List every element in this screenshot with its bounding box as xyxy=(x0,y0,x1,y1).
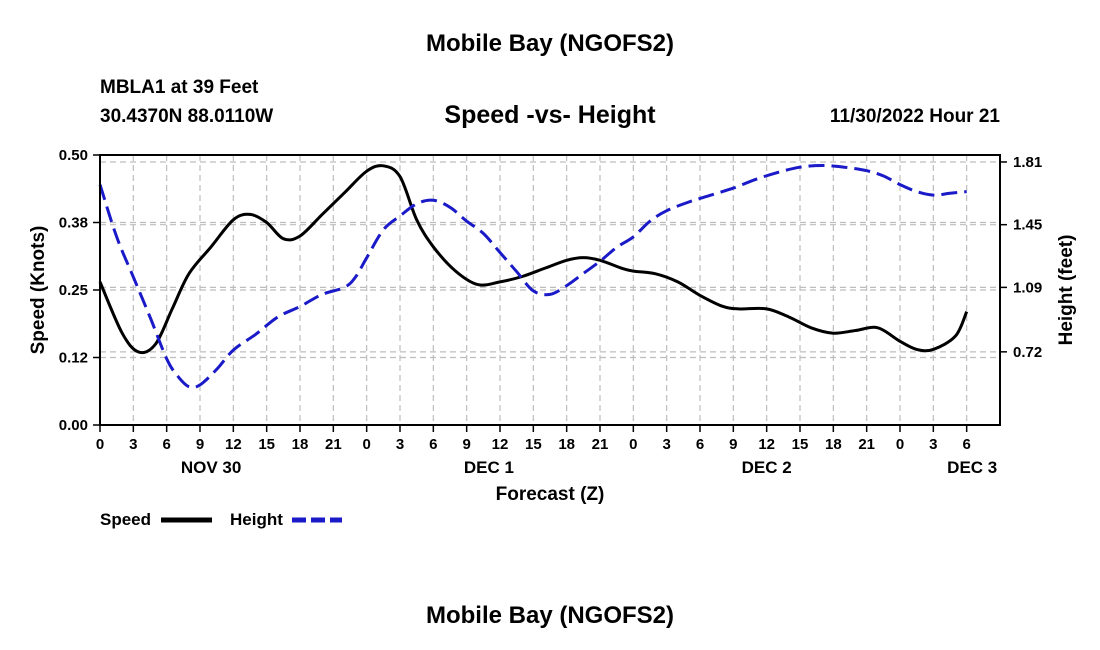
x-tick-label: 0 xyxy=(96,436,104,453)
series-layer xyxy=(98,164,969,390)
x-tick-label: 15 xyxy=(792,436,809,453)
x-day-label: DEC 2 xyxy=(742,458,792,477)
x-tick-label: 12 xyxy=(225,436,242,453)
y-right-tick-label: 1.45 xyxy=(1013,217,1042,234)
y-left-tick-label: 0.25 xyxy=(59,282,88,299)
y-axis-left-label: Speed (Knots) xyxy=(28,226,49,355)
x-tick-label: 9 xyxy=(462,436,470,453)
legend-height-label: Height xyxy=(230,510,283,529)
x-tick-label: 18 xyxy=(292,436,309,453)
legend: Speed Height xyxy=(100,510,342,529)
x-day-label: NOV 30 xyxy=(181,458,241,477)
station-coords: 30.4370N 88.0110W xyxy=(100,106,274,127)
y-right-tick-label: 0.72 xyxy=(1013,344,1042,361)
x-tick-label: 0 xyxy=(362,436,370,453)
x-tick-label: 6 xyxy=(429,436,437,453)
x-tick-label: 0 xyxy=(629,436,637,453)
x-tick-label: 6 xyxy=(962,436,970,453)
y-left-tick-label: 0.12 xyxy=(59,350,88,367)
x-tick-label: 21 xyxy=(325,436,342,453)
y-left-tick-label: 0.00 xyxy=(59,417,88,434)
x-tick-label: 9 xyxy=(729,436,737,453)
y-right-tick-label: 1.81 xyxy=(1013,154,1042,171)
x-tick-label: 3 xyxy=(129,436,137,453)
x-tick-label: 0 xyxy=(896,436,904,453)
x-tick-label: 3 xyxy=(662,436,670,453)
x-tick-label: 12 xyxy=(758,436,775,453)
forecast-datetime: 11/30/2022 Hour 21 xyxy=(829,106,1000,127)
x-tick-label: 18 xyxy=(558,436,575,453)
legend-speed-label: Speed xyxy=(100,510,151,529)
x-day-label: DEC 1 xyxy=(464,458,514,477)
main-title: Mobile Bay (NGOFS2) xyxy=(425,30,675,57)
x-tick-label: 3 xyxy=(929,436,937,453)
series-line-height xyxy=(98,164,967,390)
y-left-tick-label: 0.50 xyxy=(59,147,88,164)
x-tick-label: 9 xyxy=(196,436,204,453)
x-tick-label: 21 xyxy=(858,436,875,453)
y-axis-right-label: Height (feet) xyxy=(1056,235,1077,346)
x-tick-label: 3 xyxy=(396,436,404,453)
x-tick-label: 6 xyxy=(696,436,704,453)
grid-layer xyxy=(100,154,1000,425)
x-tick-label: 15 xyxy=(258,436,275,453)
y-right-tick-label: 1.09 xyxy=(1013,279,1042,296)
x-day-label: DEC 3 xyxy=(947,458,997,477)
axis-layer: 0 3 6 9 12 15 18 21 0 3 6 9 12 15 18 21 0 3 6 9 12 15 18 21 0 3 6N… xyxy=(59,147,1042,477)
x-tick-label: 12 xyxy=(492,436,509,453)
x-tick-label: 6 xyxy=(162,436,170,453)
x-axis-label: Forecast (Z) xyxy=(496,484,605,505)
x-tick-label: 18 xyxy=(825,436,842,453)
y-left-tick-label: 0.38 xyxy=(59,215,88,232)
x-tick-label: 15 xyxy=(525,436,542,453)
chart-title: Speed -vs- Height xyxy=(444,101,656,129)
repeat-title: Mobile Bay (NGOFS2) xyxy=(425,602,675,629)
station-label: MBLA1 at 39 Feet xyxy=(100,77,259,98)
speed-height-chart: 0 3 6 9 12 15 18 21 0 3 6 9 12 15 18 21 0 3 6 9 12 15 18 21 0 3 6N… xyxy=(28,147,1077,529)
x-tick-label: 21 xyxy=(592,436,609,453)
